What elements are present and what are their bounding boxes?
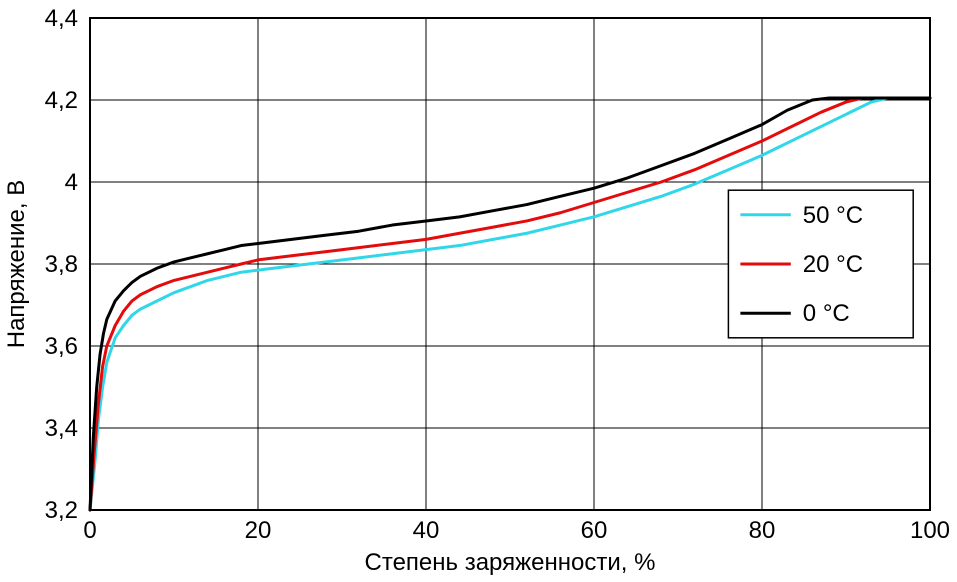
legend-label-2: 0 °C: [803, 300, 850, 327]
ytick-label: 3,4: [45, 415, 78, 442]
ytick-label: 3,2: [45, 497, 78, 524]
ytick-label: 4,2: [45, 87, 78, 114]
ytick-label: 3,8: [45, 251, 78, 278]
xtick-label: 0: [83, 517, 96, 544]
ytick-label: 4: [65, 169, 78, 196]
xtick-label: 80: [749, 517, 776, 544]
xtick-label: 20: [245, 517, 272, 544]
ytick-label: 4,4: [45, 5, 78, 32]
xtick-label: 100: [910, 517, 950, 544]
legend-label-1: 20 °C: [803, 251, 863, 278]
x-axis-label: Степень заряженности, %: [365, 549, 656, 576]
xtick-label: 40: [413, 517, 440, 544]
y-axis-label: Напряжение, В: [3, 180, 30, 349]
xtick-label: 60: [581, 517, 608, 544]
ytick-label: 3,6: [45, 333, 78, 360]
voltage-vs-soc-chart: 0 20 40 60 80 100 3,2 3,4 3,6 3,8 4 4,2 4,4 Степень з…: [0, 0, 957, 582]
legend-label-0: 50 °C: [803, 202, 863, 229]
chart-svg: 0 20 40 60 80 100 3,2 3,4 3,6 3,8 4 4,2 4,4 Степень з…: [0, 0, 957, 582]
